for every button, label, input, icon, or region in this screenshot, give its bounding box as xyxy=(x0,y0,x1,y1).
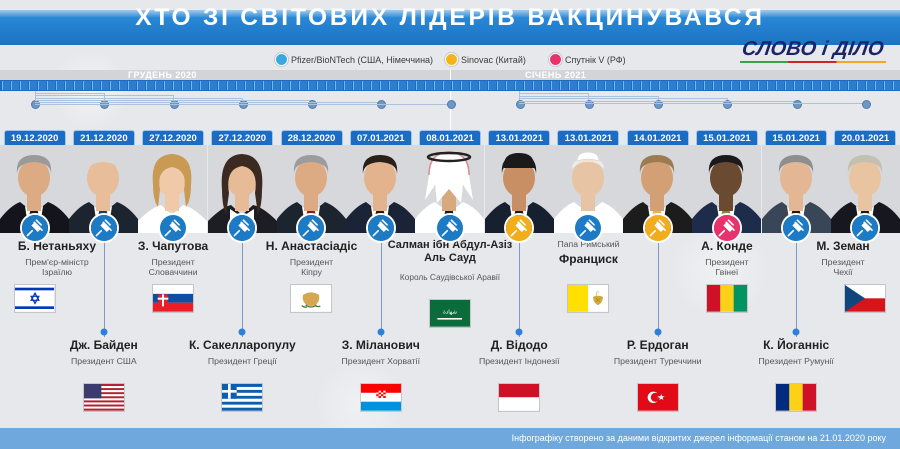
svg-text:شهادة: شهادة xyxy=(443,309,457,315)
